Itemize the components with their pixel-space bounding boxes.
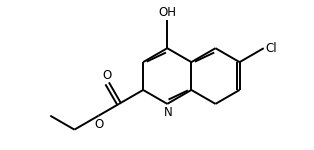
Text: O: O xyxy=(94,118,103,131)
Text: OH: OH xyxy=(158,6,176,19)
Text: O: O xyxy=(102,69,111,82)
Text: N: N xyxy=(163,106,172,119)
Text: Cl: Cl xyxy=(265,42,277,55)
